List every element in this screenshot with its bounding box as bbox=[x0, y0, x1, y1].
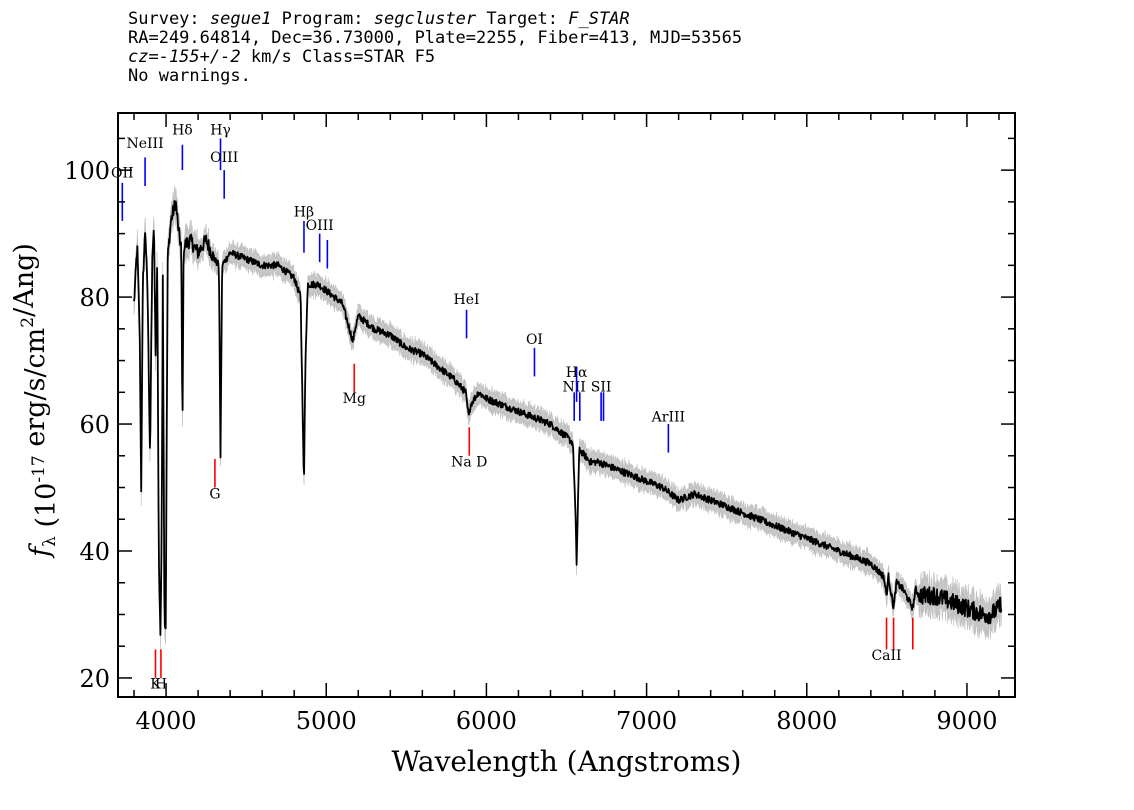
error-band bbox=[133, 185, 1002, 651]
line-label-21: CaII bbox=[871, 648, 901, 664]
spectrum-series-group bbox=[133, 200, 1003, 636]
target-label: Target: bbox=[486, 9, 558, 29]
x-axis-label: Wavelength (Angstroms) bbox=[392, 745, 742, 778]
plot-frame bbox=[117, 112, 1016, 698]
line-label-16: K bbox=[150, 677, 161, 693]
redshift-value: cz=-155+/-2 bbox=[128, 47, 241, 67]
line-label-17: H bbox=[155, 677, 167, 693]
line-label-8: HeI bbox=[454, 292, 480, 308]
line-label-20: Na D bbox=[451, 455, 487, 471]
x-tick-label: 6000 bbox=[456, 707, 517, 735]
y-tick-label: 40 bbox=[79, 538, 110, 566]
survey-value: segue1 bbox=[209, 9, 272, 29]
x-tick-label: 8000 bbox=[776, 707, 837, 735]
line-label-13: SII bbox=[591, 380, 612, 396]
x-tick-label: 7000 bbox=[616, 707, 677, 735]
spectrum-line bbox=[133, 200, 1003, 636]
y-tick-label: 80 bbox=[79, 284, 110, 312]
noise-band bbox=[133, 185, 1002, 651]
y-tick-label: 100 bbox=[64, 157, 110, 185]
x-tick-label: 5000 bbox=[296, 707, 357, 735]
axis-ticks bbox=[118, 113, 1015, 697]
y-tick-label: 60 bbox=[79, 411, 110, 439]
axis-tick-labels: 4000 5000 6000 7000 8000 9000 20 40 60 80 100 bbox=[64, 157, 997, 735]
y-tick-label: 20 bbox=[79, 665, 110, 693]
line-label-5: Hβ bbox=[294, 204, 314, 220]
survey-label: Survey: bbox=[128, 9, 200, 29]
x-tick-label: 9000 bbox=[936, 707, 997, 735]
line-label-4: OIII bbox=[210, 150, 238, 166]
line-label-3: Hγ bbox=[210, 123, 231, 139]
line-label-0: OII bbox=[111, 166, 134, 182]
line-label-1: NeIII bbox=[126, 136, 163, 152]
header-line-2: RA=249.64814, Dec=36.73000, Plate=2255, … bbox=[128, 28, 743, 48]
line-label-15: ArIII bbox=[651, 410, 685, 426]
header-line-4: No warnings. bbox=[128, 66, 251, 86]
class-info: km/s Class=STAR F5 bbox=[250, 47, 436, 67]
target-value: F_STAR bbox=[568, 9, 630, 29]
line-label-19: Mg bbox=[343, 391, 366, 407]
line-label-2: Hδ bbox=[172, 123, 193, 139]
y-axis-label: fλ (10-17 erg/s/cm2/Ang) bbox=[9, 243, 62, 559]
x-tick-label: 4000 bbox=[136, 707, 197, 735]
line-label-10: NII bbox=[563, 380, 586, 396]
line-label-11: Hα bbox=[566, 365, 588, 381]
line-label-18: G bbox=[209, 486, 220, 502]
spectrum-header: Survey: segue1 Program: segcluster Targe… bbox=[128, 10, 742, 86]
program-value: segcluster bbox=[373, 9, 477, 29]
line-label-9: OI bbox=[526, 332, 543, 348]
program-label: Program: bbox=[281, 9, 364, 29]
header-line-1: Survey: segue1 Program: segcluster Targe… bbox=[128, 10, 742, 29]
header-line-3: cz=-155+/-2 km/s Class=STAR F5 bbox=[128, 48, 742, 67]
line-label-6: OIII bbox=[306, 218, 334, 234]
